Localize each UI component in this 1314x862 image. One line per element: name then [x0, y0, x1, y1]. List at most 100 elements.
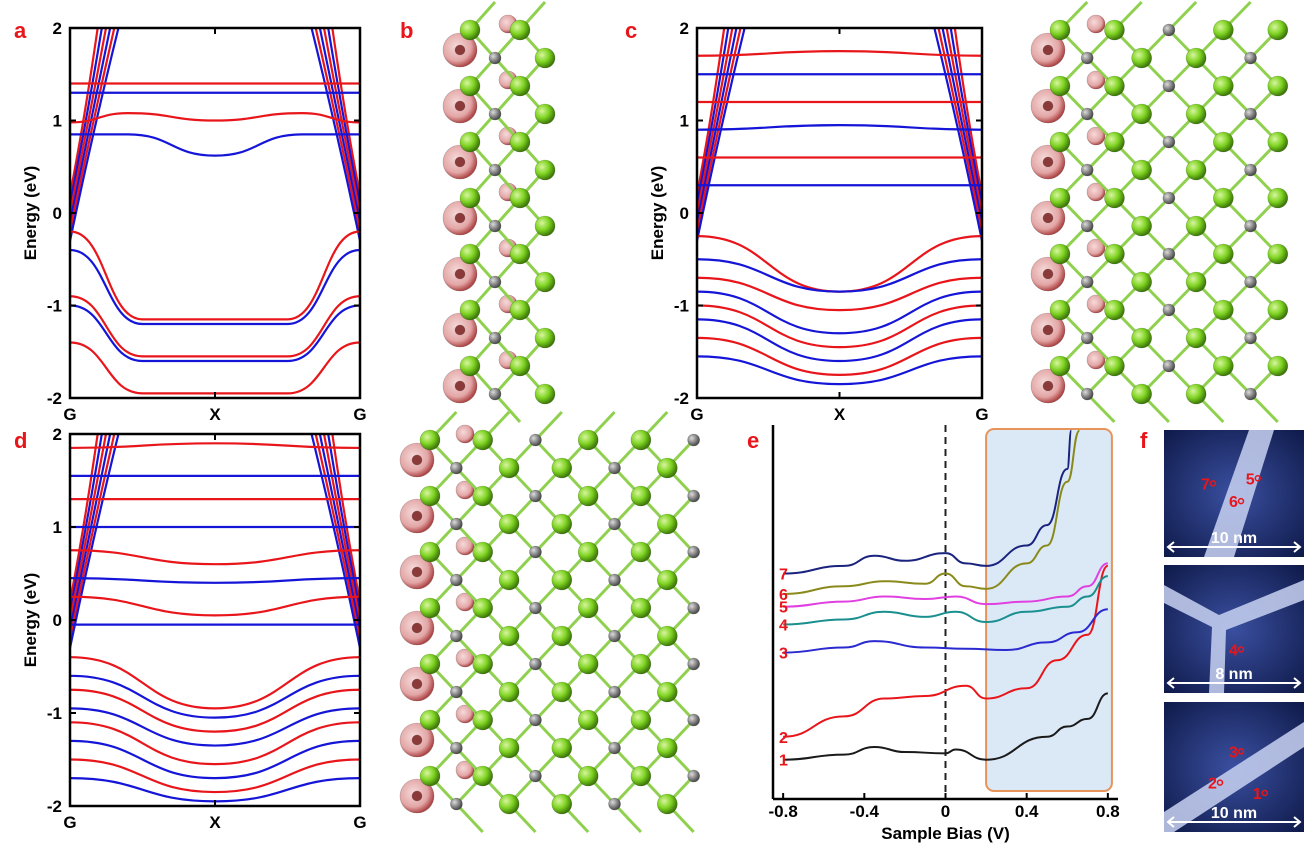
x-tick-label: X — [834, 405, 846, 424]
carbon-atom — [450, 629, 463, 643]
band-line — [70, 295, 360, 358]
bond-line — [1086, 392, 1116, 424]
plot-frame — [68, 432, 362, 808]
chlorine-atom — [656, 513, 678, 535]
band-line — [697, 336, 982, 376]
chlorine-atom — [509, 131, 531, 153]
chlorine-atom — [472, 429, 494, 451]
chlorine-atom — [630, 709, 652, 731]
carbon-atom — [488, 387, 502, 401]
plot-frame — [695, 26, 984, 400]
edge-halo-small — [455, 536, 475, 556]
sts-curve-4 — [783, 575, 1109, 626]
edge-atom — [411, 622, 423, 634]
carbon-atom — [450, 797, 463, 811]
carbon-atom — [1244, 51, 1257, 65]
x-tick-label: 0.8 — [1096, 802, 1120, 821]
carbon-atom — [608, 629, 621, 643]
band-line — [70, 707, 360, 747]
chlorine-atom — [459, 75, 481, 97]
band-line — [70, 739, 360, 780]
chlorine-atom — [656, 681, 678, 703]
stm-image-1: 7 56 10 nm — [1164, 430, 1304, 557]
chlorine-atom — [1185, 215, 1207, 237]
band-edge-line — [70, 434, 120, 649]
curve-label-1: 1 — [779, 753, 788, 770]
chlorine-atom — [1104, 299, 1125, 321]
y-tick-label: -1 — [47, 704, 62, 723]
x-tick-label: 0 — [941, 802, 950, 821]
chlorine-atom — [1131, 159, 1152, 181]
edge-atom — [411, 510, 423, 522]
carbon-atom — [608, 797, 621, 811]
chlorine-atom — [1049, 243, 1071, 265]
chlorine-atom — [577, 765, 599, 787]
x-tick-label: G — [63, 813, 76, 832]
edge-atom — [454, 100, 466, 112]
band-edge-line — [697, 28, 730, 204]
y-tick-label: -1 — [47, 297, 62, 316]
chlorine-atom — [419, 597, 441, 619]
edge-atom — [454, 44, 466, 56]
band-edge-line — [697, 28, 738, 223]
carbon-atom — [1080, 219, 1094, 233]
band-edge-line — [949, 28, 982, 204]
chlorine-atom — [419, 541, 441, 563]
chlorine-atom — [459, 355, 481, 377]
band-edge-line — [697, 28, 734, 214]
chlorine-atom — [472, 597, 494, 619]
sts-curve-2 — [783, 564, 1109, 738]
carbon-atom — [450, 741, 463, 755]
chlorine-atom — [1213, 243, 1234, 265]
chlorine-atom — [534, 327, 556, 349]
chlorine-atom — [459, 299, 481, 321]
band-edge-line — [310, 28, 360, 241]
chlorine-atom — [1049, 19, 1071, 41]
chlorine-atom — [630, 765, 652, 787]
chlorine-atom — [498, 793, 520, 815]
edge-atom — [1042, 156, 1054, 168]
panel-label-e: e — [747, 428, 759, 453]
band-edge-line — [322, 434, 360, 621]
panel-label-d: d — [14, 428, 27, 453]
carbon-atom — [1162, 247, 1176, 261]
stm-point-label-1: 1 — [1253, 786, 1262, 803]
chlorine-atom — [459, 19, 481, 41]
chlorine-atom — [459, 187, 481, 209]
band-edge-line — [933, 28, 982, 241]
x-tick-label: G — [353, 405, 366, 424]
chlorine-atom — [1131, 215, 1152, 237]
carbon-atom — [1162, 303, 1176, 317]
edge-atom — [411, 566, 423, 578]
chlorine-atom — [498, 625, 520, 647]
chlorine-atom — [1131, 327, 1152, 349]
stm-point-marker — [1237, 646, 1245, 653]
carbon-atom — [488, 275, 502, 289]
chlorine-atom — [472, 541, 494, 563]
edge-halo-small — [1086, 294, 1106, 314]
carbon-atom — [1080, 331, 1094, 345]
carbon-atom — [1244, 219, 1257, 233]
edge-halo-small — [455, 704, 475, 724]
panel-label-c: c — [625, 18, 637, 43]
edge-atom — [1042, 324, 1054, 336]
chlorine-atom — [509, 299, 531, 321]
band-structure-c: -2 -1 0 1 2 G X G Energy (eV) — [648, 19, 989, 424]
carbon-atom — [450, 461, 463, 475]
carbon-atom — [450, 685, 463, 699]
band-line — [70, 133, 360, 157]
edge-atom — [454, 324, 466, 336]
edge-atom — [411, 790, 423, 802]
chlorine-atom — [656, 793, 678, 815]
x-tick-label: G — [975, 405, 988, 424]
stm-image-2: 4 8 nm — [1164, 565, 1304, 693]
edge-atom — [454, 268, 466, 280]
x-tick-label: G — [353, 813, 366, 832]
chlorine-atom — [459, 243, 481, 265]
panel-label-f: f — [1140, 428, 1148, 453]
x-axis-label: Sample Bias (V) — [881, 824, 1010, 843]
stm-point-marker — [1216, 779, 1224, 786]
edge-atom — [454, 156, 466, 168]
chlorine-atom — [498, 737, 520, 759]
chlorine-atom — [1267, 75, 1289, 97]
